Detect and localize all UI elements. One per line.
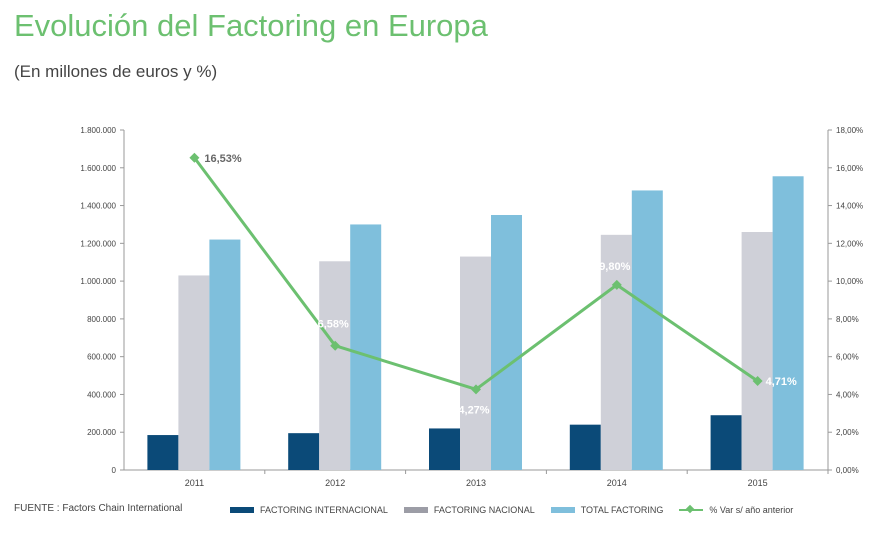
y-tick-label: 0	[112, 466, 117, 475]
y2-tick-label: 14,00%	[836, 202, 863, 211]
chart-title: Evolución del Factoring en Europa	[14, 8, 488, 43]
y-tick-label: 1.000.000	[80, 277, 116, 286]
y2-tick-label: 10,00%	[836, 277, 863, 286]
legend-label-variacion: % Var s/ año anterior	[709, 505, 794, 515]
y-tick-label: 800.000	[87, 315, 116, 324]
bar-total	[209, 239, 241, 470]
y-tick-label: 1.800.000	[80, 126, 116, 135]
bar-total	[631, 190, 663, 470]
y2-tick-label: 18,00%	[836, 126, 863, 135]
x-tick-label: 2011	[185, 478, 204, 488]
legend-swatch-nacional	[403, 507, 428, 513]
bar-total	[772, 176, 804, 470]
bar-nacional	[178, 275, 210, 470]
variation-data-label: 4,71%	[766, 376, 797, 388]
bar-nacional	[741, 232, 773, 470]
y-tick-label: 400.000	[87, 390, 116, 399]
bar-internacional	[710, 415, 742, 470]
x-tick-label: 2014	[607, 478, 627, 488]
bar-total	[350, 224, 382, 470]
variation-point	[752, 376, 763, 387]
legend-label-internacional: FACTORING INTERNACIONAL	[260, 505, 388, 515]
legend-item-total: TOTAL FACTORING	[550, 505, 664, 515]
legend-item-variacion: % Var s/ año anterior	[679, 504, 794, 515]
legend-swatch-internacional	[230, 507, 254, 513]
legend-label-nacional: FACTORING NACIONAL	[433, 505, 535, 515]
y2-tick-label: 8,00%	[836, 315, 859, 324]
y-tick-label: 1.600.000	[80, 164, 116, 173]
variation-point	[611, 279, 622, 290]
y-tick-label: 600.000	[87, 353, 116, 362]
variation-point	[189, 152, 200, 163]
source-note: FUENTE : Factors Chain International	[14, 503, 183, 514]
y-tick-label: 1.400.000	[80, 202, 116, 211]
variation-data-label: 9,80%	[599, 261, 630, 273]
bar-internacional	[429, 428, 460, 470]
legend-swatch-total	[550, 507, 575, 513]
bar-total	[491, 215, 522, 470]
y-tick-label: 1.200.000	[80, 239, 116, 248]
variation-data-label: 6,58%	[318, 319, 349, 331]
bar-nacional	[600, 234, 632, 470]
y2-tick-label: 0,00%	[836, 466, 859, 475]
bar-internacional	[147, 435, 179, 470]
chart-legend: FACTORING INTERNACIONAL FACTORING NACION…	[230, 503, 809, 517]
y2-tick-label: 16,00%	[836, 164, 863, 173]
y2-tick-label: 6,00%	[836, 353, 859, 362]
x-tick-label: 2013	[466, 478, 486, 488]
variation-data-label: 4,27%	[458, 404, 489, 416]
x-tick-label: 2012	[325, 478, 345, 488]
y2-tick-label: 4,00%	[836, 390, 859, 399]
y2-tick-label: 2,00%	[836, 428, 859, 437]
chart-subtitle: (En millones de euros y %)	[14, 62, 218, 81]
y2-tick-label: 12,00%	[836, 239, 863, 248]
variation-data-label: 16,53%	[204, 153, 242, 165]
legend-item-nacional: FACTORING NACIONAL	[403, 505, 535, 515]
bar-internacional	[288, 433, 320, 470]
variation-point	[330, 340, 341, 351]
legend-item-internacional: FACTORING INTERNACIONAL	[230, 505, 388, 515]
bar-internacional	[569, 424, 601, 470]
bar-nacional	[319, 261, 351, 470]
y-tick-label: 200.000	[87, 428, 116, 437]
legend-swatch-variacion	[679, 504, 704, 514]
bar-nacional	[460, 256, 491, 470]
legend-label-total: TOTAL FACTORING	[580, 505, 664, 515]
variation-point	[471, 384, 481, 395]
x-tick-label: 2015	[748, 478, 768, 488]
